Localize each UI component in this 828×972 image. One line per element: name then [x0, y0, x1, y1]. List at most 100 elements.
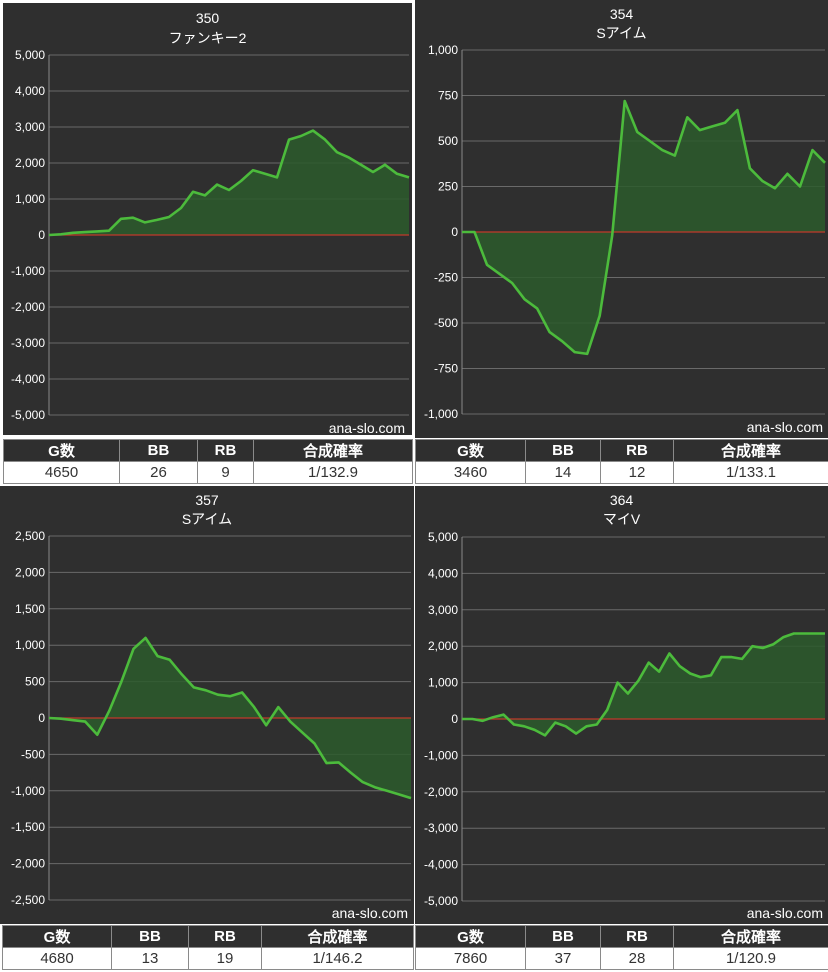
y-tick-label: -250 — [434, 271, 458, 285]
machine-number: 357 — [195, 492, 219, 508]
area-fill — [49, 130, 409, 235]
header-bb: BB — [525, 439, 601, 462]
value-bb: 13 — [111, 947, 189, 970]
value-prob: 1/120.9 — [673, 947, 828, 970]
y-tick-label: 0 — [451, 712, 458, 726]
y-tick-label: -1,000 — [11, 264, 45, 278]
value-prob: 1/133.1 — [673, 461, 828, 484]
y-tick-label: 1,000 — [15, 192, 45, 206]
y-tick-label: -5,000 — [424, 894, 458, 908]
y-tick-label: 500 — [438, 134, 458, 148]
y-tick-label: 3,000 — [15, 120, 45, 134]
header-prob: 合成確率 — [673, 925, 828, 948]
area-fill — [462, 101, 825, 354]
stats-table-357: G数 BB RB 合成確率 4680 13 19 1/146.2 — [2, 925, 414, 970]
header-rb: RB — [600, 439, 674, 462]
y-tick-label: 2,000 — [15, 156, 45, 170]
y-tick-label: 4,000 — [15, 84, 45, 98]
area-fill — [462, 633, 825, 736]
value-rb: 19 — [188, 947, 262, 970]
y-tick-label: -5,000 — [11, 408, 45, 422]
stats-table-350: G数 BB RB 合成確率 4650 26 9 1/132.9 — [3, 439, 413, 484]
chart-panel-357: 357 Sアイム 2,500 2,000 1,500 1,000 500 0 -500 -1,00… — [0, 486, 414, 924]
y-tick-label: -500 — [21, 747, 45, 761]
y-tick-label: -3,000 — [424, 821, 458, 835]
header-g: G数 — [3, 439, 120, 462]
series-line — [48, 129, 410, 237]
chart-350: 350 ファンキー2 5,000 4,000 3,000 2,000 1,000 0 -1,00… — [11, 10, 410, 435]
model-name: ファンキー2 — [169, 30, 247, 46]
header-bb: BB — [111, 925, 189, 948]
header-bb: BB — [525, 925, 601, 948]
y-tick-label: -2,500 — [11, 893, 45, 907]
y-tick-label: 500 — [25, 675, 45, 689]
machine-number: 350 — [196, 10, 220, 26]
y-tick-label: 2,000 — [428, 639, 458, 653]
machine-number: 364 — [610, 492, 634, 508]
y-tick-label: 2,000 — [15, 565, 45, 579]
y-tick-label: -2,000 — [424, 785, 458, 799]
y-tick-label: -4,000 — [424, 858, 458, 872]
machine-number: 354 — [610, 6, 634, 22]
stats-value-row: 7860 37 28 1/120.9 — [415, 947, 828, 970]
y-tick-label: -1,500 — [11, 820, 45, 834]
watermark: ana-slo.com — [329, 420, 405, 435]
header-g: G数 — [2, 925, 112, 948]
series-line — [462, 99, 826, 356]
value-rb: 12 — [600, 461, 674, 484]
header-prob: 合成確率 — [253, 439, 413, 462]
chart-panel-354: 354 Sアイム 1,000 750 500 250 0 -250 -500 -750 -1,000… — [415, 0, 828, 438]
value-prob: 1/146.2 — [261, 947, 414, 970]
watermark: ana-slo.com — [747, 419, 823, 435]
watermark: ana-slo.com — [747, 905, 823, 921]
chart-364: 364 マイV 5,000 4,000 3,000 2,000 1,000 0 -1,000 -2… — [424, 492, 825, 921]
y-tick-label: 0 — [38, 711, 45, 725]
y-tick-label: 3,000 — [428, 603, 458, 617]
model-name: Sアイム — [596, 25, 646, 41]
model-name: マイV — [603, 511, 641, 527]
header-g: G数 — [415, 925, 526, 948]
header-prob: 合成確率 — [673, 439, 828, 462]
y-tick-label: 750 — [438, 89, 458, 103]
y-tick-label: 250 — [438, 180, 458, 194]
header-rb: RB — [197, 439, 254, 462]
y-tick-label: 1,500 — [15, 602, 45, 616]
y-tick-label: -1,000 — [424, 748, 458, 762]
stats-header-row: G数 BB RB 合成確率 — [415, 439, 828, 462]
header-g: G数 — [415, 439, 526, 462]
stats-value-row: 4650 26 9 1/132.9 — [3, 461, 413, 484]
model-name: Sアイム — [182, 511, 232, 527]
stats-value-row: 4680 13 19 1/146.2 — [2, 947, 414, 970]
value-bb: 14 — [525, 461, 601, 484]
stats-table-364: G数 BB RB 合成確率 7860 37 28 1/120.9 — [415, 925, 828, 970]
stats-value-row: 3460 14 12 1/133.1 — [415, 461, 828, 484]
y-tick-label: -2,000 — [11, 857, 45, 871]
y-tick-label: -1,000 — [11, 784, 45, 798]
series-line — [462, 632, 825, 737]
value-g: 3460 — [415, 461, 526, 484]
header-prob: 合成確率 — [261, 925, 414, 948]
series-line — [48, 636, 412, 800]
stats-header-row: G数 BB RB 合成確率 — [3, 439, 413, 462]
y-tick-label: 2,500 — [15, 529, 45, 543]
value-g: 4650 — [3, 461, 120, 484]
stats-header-row: G数 BB RB 合成確率 — [415, 925, 828, 948]
y-tick-label: 1,000 — [428, 43, 458, 57]
watermark: ana-slo.com — [332, 905, 408, 921]
y-tick-label: -4,000 — [11, 372, 45, 386]
header-bb: BB — [119, 439, 198, 462]
stats-header-row: G数 BB RB 合成確率 — [2, 925, 414, 948]
value-rb: 28 — [600, 947, 674, 970]
chart-357: 357 Sアイム 2,500 2,000 1,500 1,000 500 0 -500 -1,00… — [11, 492, 412, 921]
chart-panel-350: 350 ファンキー2 5,000 4,000 3,000 2,000 1,000 0 -1,00… — [3, 3, 412, 435]
y-tick-label: 5,000 — [15, 48, 45, 62]
y-tick-label: -500 — [434, 316, 458, 330]
value-bb: 37 — [525, 947, 601, 970]
chart-panel-364: 364 マイV 5,000 4,000 3,000 2,000 1,000 0 -1,000 -2… — [415, 486, 828, 924]
y-tick-label: 5,000 — [428, 530, 458, 544]
y-tick-label: -2,000 — [11, 300, 45, 314]
y-tick-label: 0 — [38, 228, 45, 242]
header-rb: RB — [188, 925, 262, 948]
y-tick-label: -3,000 — [11, 336, 45, 350]
value-g: 4680 — [2, 947, 112, 970]
